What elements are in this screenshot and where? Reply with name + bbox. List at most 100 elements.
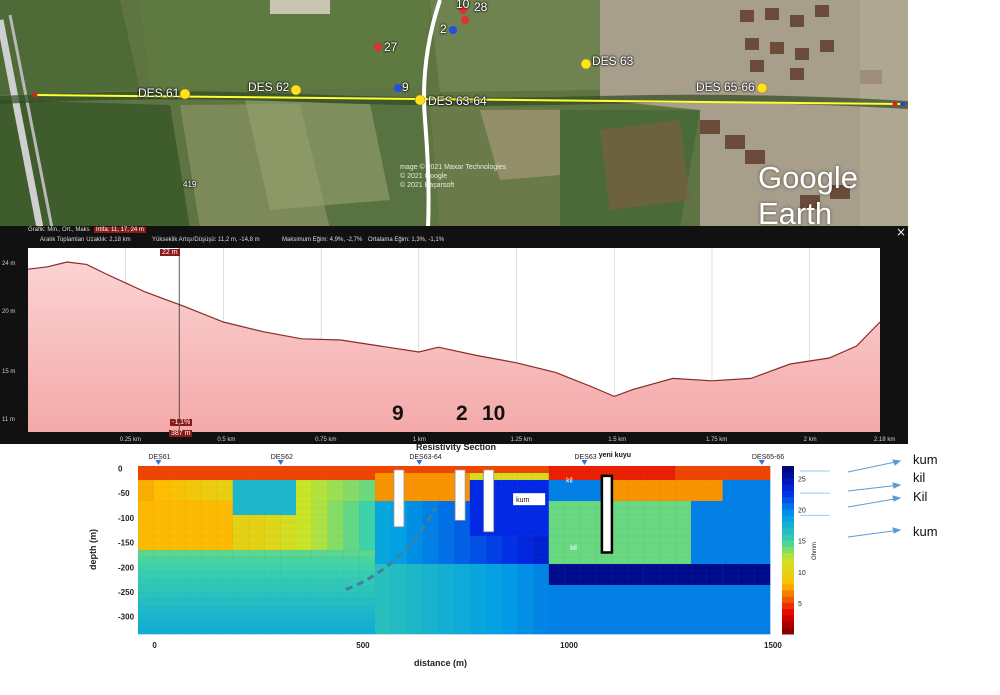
resistivity-cell [327,486,344,495]
resistivity-cell [501,542,518,551]
resistivity-cell [706,570,724,579]
resistivity-cell [438,528,455,537]
resistivity-cell [248,577,265,586]
resistivity-cell [722,493,739,502]
resistivity-cell [201,521,218,530]
resistivity-cell [643,507,660,516]
resistivity-cell [295,521,313,530]
resistivity-cell [501,507,518,516]
legend-label-kum-2: kum [913,524,938,539]
resistivity-cell [627,549,645,558]
resistivity-cell [359,619,376,628]
resistivity-cell [738,556,755,565]
station-marker [581,460,588,465]
resistivity-cell [374,605,392,614]
well-pin-28 [461,16,469,24]
resistivity-cell [264,584,281,593]
resistivity-cell [232,500,250,509]
resistivity-cell [248,521,265,530]
resistivity-cell [264,528,281,537]
resistivity-cell [216,486,234,495]
resistivity-cell [374,535,392,544]
resistivity-cell [690,542,708,551]
resistivity-cell [264,521,281,530]
resistivity-cell [327,570,344,579]
resistivity-cell [216,577,234,586]
resistivity-cell [706,598,724,607]
resistivity-cell [564,486,581,495]
y-tick-label: 0 [118,464,123,473]
resistivity-cell [295,472,313,481]
resistivity-cell [359,486,376,495]
resistivity-cell [501,535,518,544]
resistivity-cell [137,514,155,523]
resistivity-cell [264,479,281,488]
resistivity-cell [248,528,265,537]
resistivity-cell [216,507,234,516]
resistivity-cell [438,598,455,607]
resistivity-cell [311,500,329,509]
resistivity-cell [611,472,629,481]
resistivity-cell [580,493,597,502]
resistivity-cell [643,542,660,551]
resistivity-cell [611,542,629,551]
resistivity-cell [248,584,265,593]
resistivity-cell [295,598,313,607]
resistivity-cell [643,549,660,558]
resistivity-cell [469,556,487,565]
resistivity-cell [659,584,676,593]
resistivity-cell [280,570,297,579]
resistivity-cell [248,542,265,551]
resistivity-cell [469,577,487,586]
graph-mode-label[interactable]: Grafik: Min., Ort., Maks [28,227,90,233]
resistivity-cell [343,493,360,502]
resistivity-cell [659,521,676,530]
colorbar-segment [782,578,794,585]
resistivity-cell [406,612,423,621]
resistivity-cell [690,500,708,509]
resistivity-cell [738,598,755,607]
resistivity-cell [564,500,581,509]
resistivity-cell [295,577,313,586]
copyright-line: © 2021 Başarsoft [400,182,455,189]
resistivity-cell [438,591,455,600]
resistivity-cell [675,605,692,614]
resistivity-cell [754,500,771,509]
resistivity-cell [311,584,329,593]
resistivity-cell [422,570,439,579]
resistivity-cell [311,570,329,579]
resistivity-cell [422,626,439,635]
resistivity-cell [169,584,186,593]
resistivity-cell [295,549,313,558]
resistivity-cell [469,542,487,551]
well-annotation-2: 2 [456,402,468,425]
elevation-chart[interactable]: 0.25 km 0.5 km 0.75 km 1 km 1.25 km 1.5 km 1.7… [0,226,908,444]
resistivity-cell [374,514,392,523]
close-button[interactable]: × [896,225,907,239]
elevation-profile-panel: Grafik: Min., Ort., Maks Irtifa: 11, 17,… [0,225,908,444]
resistivity-cell [264,619,281,628]
road-label: 419 [183,180,197,189]
resistivity-cell [422,591,439,600]
resistivity-cell [280,500,297,509]
resistivity-cell [596,612,613,621]
resistivity-cell [201,528,218,537]
resistivity-cell [137,619,155,628]
resistivity-cell [690,612,708,621]
resistivity-cell [406,486,423,495]
resistivity-cell [248,514,265,523]
resistivity-cell [438,542,455,551]
resistivity-cell [754,584,771,593]
resistivity-cell [706,563,724,572]
resistivity-cell [548,598,566,607]
resistivity-cell [532,577,550,586]
resistivity-cell [548,626,566,635]
resistivity-cell [738,549,755,558]
resistivity-cell [311,486,329,495]
resistivity-cell [722,472,739,481]
resistivity-cell [485,535,502,544]
resistivity-cell [643,521,660,530]
resistivity-cell [485,563,502,572]
resistivity-cell [422,577,439,586]
resistivity-cell [264,556,281,565]
